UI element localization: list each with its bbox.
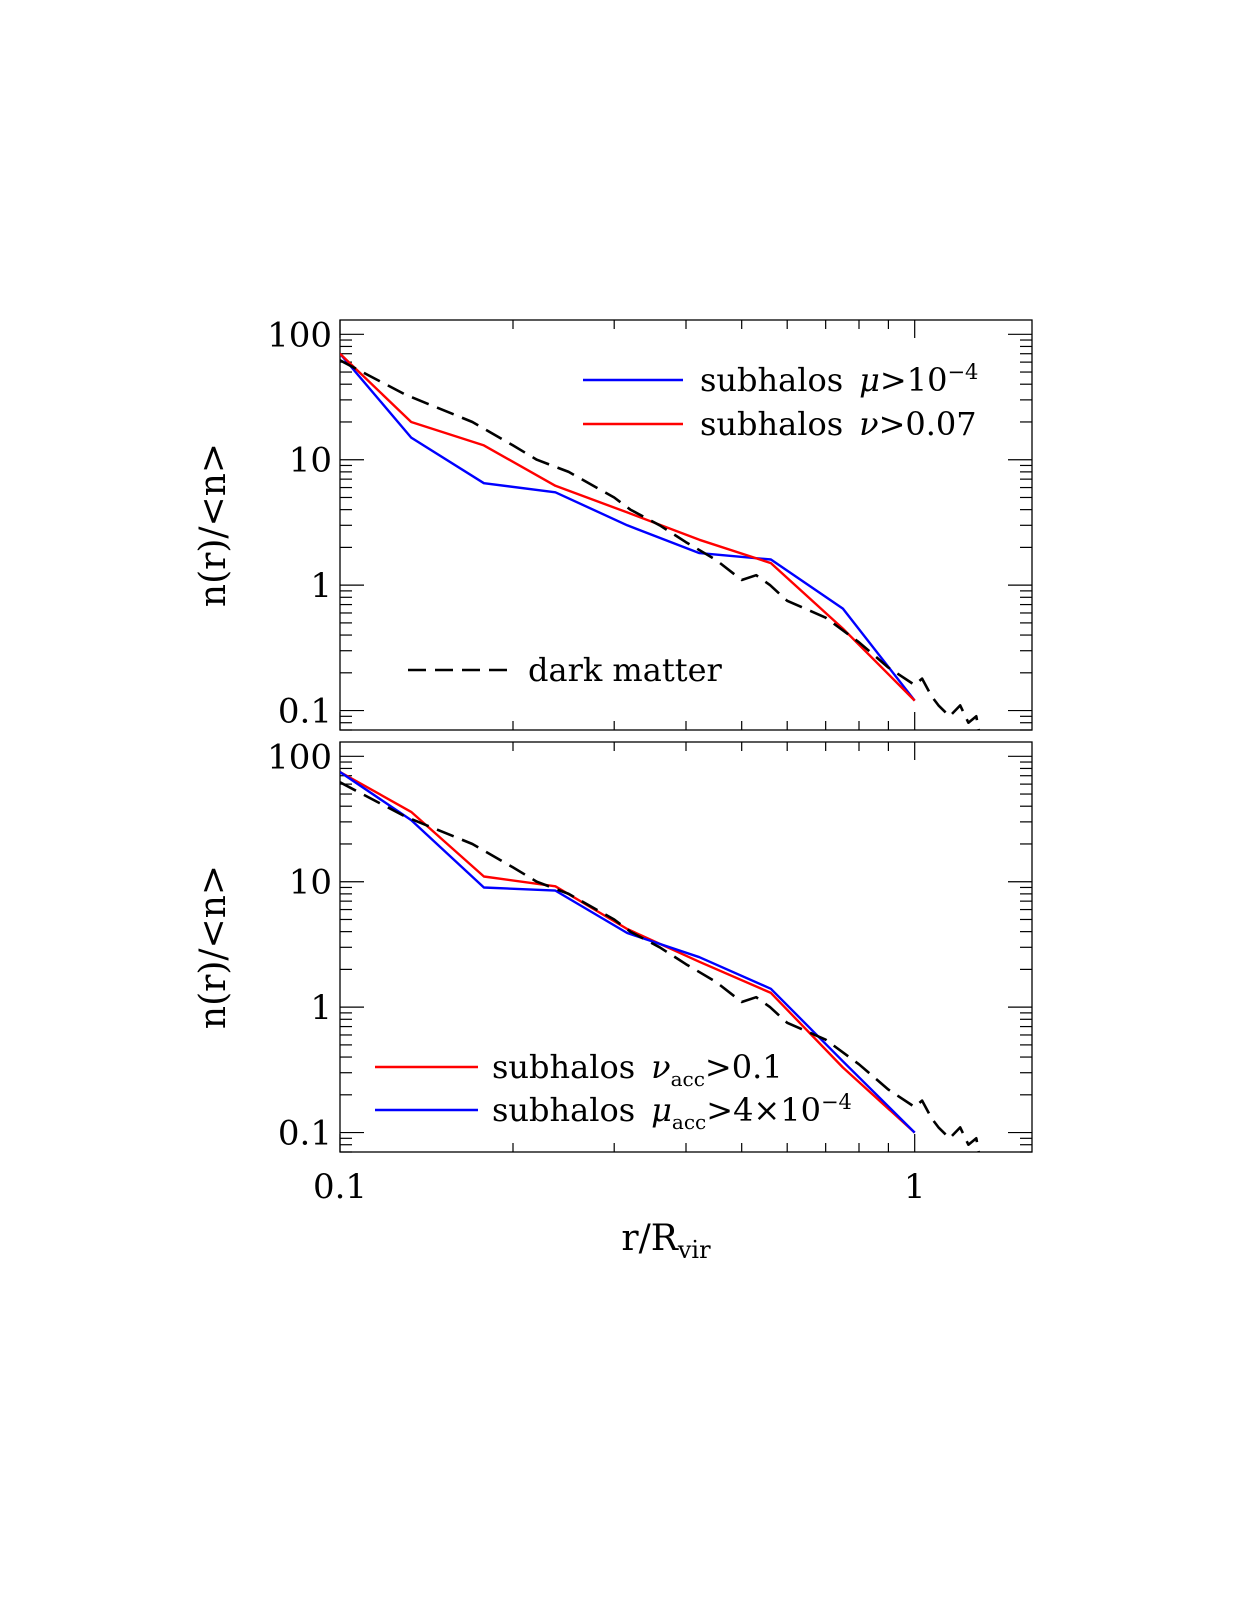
blue-series-line bbox=[340, 352, 916, 702]
legend-subscript: acc bbox=[672, 1110, 706, 1134]
x-axis-label-sub: vir bbox=[677, 1236, 711, 1264]
y-tick-label: 100 bbox=[267, 315, 332, 355]
x-tick-label: 0.1 bbox=[313, 1167, 367, 1207]
legend-condition: >0.1 bbox=[705, 1048, 783, 1086]
x-axis-label: r/Rvir bbox=[621, 1218, 711, 1264]
legend-text: dark matter bbox=[528, 651, 723, 689]
legend-symbol: ν bbox=[859, 405, 878, 443]
legend-label: subhalos μacc>4×10−4 bbox=[492, 1090, 852, 1134]
series-group bbox=[340, 352, 981, 730]
red-series-line bbox=[340, 352, 916, 702]
y-tick-label: 0.1 bbox=[278, 692, 332, 732]
y-axis-label: n(r)/<n> bbox=[193, 865, 234, 1029]
y-axis-label: n(r)/<n> bbox=[193, 443, 234, 607]
y-tick-label: 0.1 bbox=[278, 1114, 332, 1154]
legend-symbol: μ bbox=[651, 1091, 672, 1129]
legend-text: subhalos bbox=[492, 1048, 635, 1086]
red-series-line bbox=[340, 770, 916, 1134]
y-tick-label: 10 bbox=[289, 441, 332, 481]
legend-text: subhalos bbox=[700, 361, 843, 399]
dark-matter-line bbox=[340, 781, 981, 1152]
y-tick-label: 1 bbox=[310, 566, 332, 606]
top-panel: 100 10 1 0.1 n(r)/<n> subhalos μ>10−4 subhalos ν… bbox=[193, 315, 1033, 732]
y-tick-label: 100 bbox=[267, 737, 332, 777]
legend-text: subhalos bbox=[492, 1091, 635, 1129]
x-axis-label-main: r/R bbox=[621, 1218, 678, 1259]
y-tick-label: 1 bbox=[310, 988, 332, 1028]
legend-condition: >0.07 bbox=[879, 405, 977, 443]
legend-text: subhalos bbox=[700, 405, 843, 443]
x-tick-label: 1 bbox=[904, 1167, 926, 1207]
legend-label: subhalos μ>10−4 bbox=[700, 360, 978, 399]
legend-symbol: ν bbox=[651, 1048, 670, 1086]
legend-label: dark matter bbox=[528, 651, 723, 689]
y-tick-label: 10 bbox=[289, 863, 332, 903]
dark-matter-line bbox=[340, 359, 981, 730]
legend-condition: >10 bbox=[880, 361, 948, 399]
legend-superscript: −4 bbox=[947, 360, 978, 384]
series-group bbox=[340, 770, 981, 1152]
legend-symbol: μ bbox=[859, 361, 880, 399]
legend-subscript: acc bbox=[671, 1067, 705, 1091]
legend-condition: >4×10 bbox=[706, 1091, 821, 1129]
legend-label: subhalos ν>0.07 bbox=[700, 405, 977, 443]
legend-superscript: −4 bbox=[821, 1090, 852, 1114]
legend-label: subhalos νacc>0.1 bbox=[492, 1048, 783, 1091]
